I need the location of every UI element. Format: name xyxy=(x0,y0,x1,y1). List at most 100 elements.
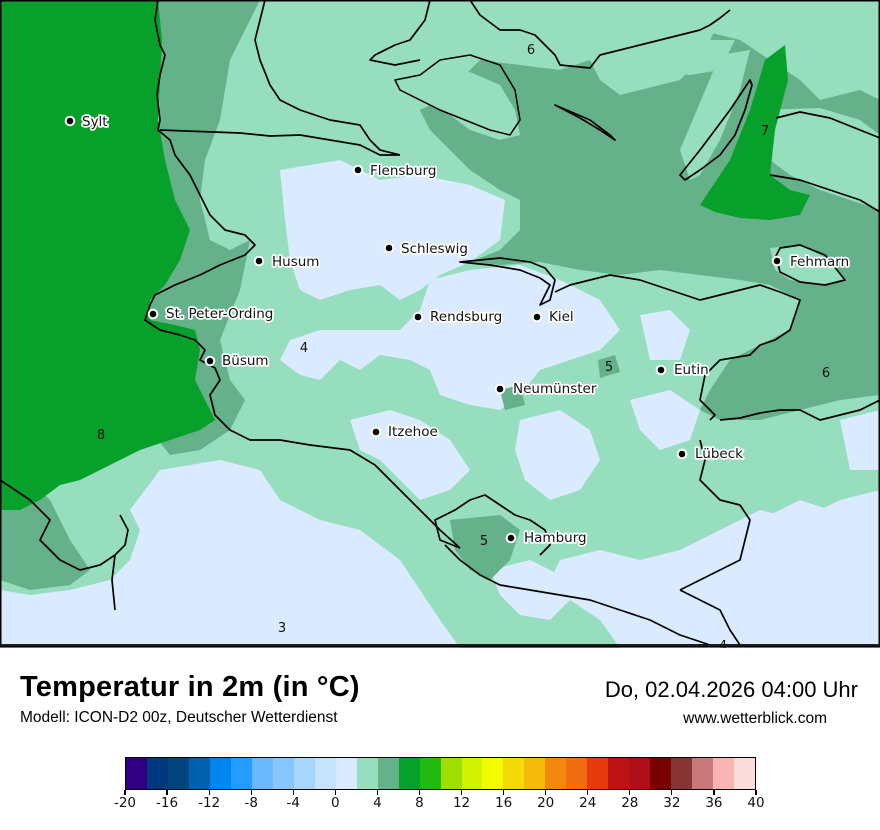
colorbar-tick-label: 36 xyxy=(705,795,723,811)
map-canvas: 6 7 4 5 6 8 5 3 4 Sylt Flensburg Schlesw… xyxy=(0,0,880,648)
colorbar-segment xyxy=(188,758,210,789)
colorbar-segment xyxy=(629,758,651,789)
city-label: Sylt xyxy=(82,114,108,130)
colorbar-tick xyxy=(376,790,378,795)
contour-label: 8 xyxy=(97,428,105,443)
contour-label: 5 xyxy=(480,534,488,549)
colorbar-segment xyxy=(314,758,336,789)
colorbar-segment xyxy=(167,758,189,789)
contour-label: 4 xyxy=(300,341,308,356)
colorbar-segment xyxy=(587,758,609,789)
city-label: Büsum xyxy=(222,353,269,369)
website-credit: www.wetterblick.com xyxy=(683,710,827,727)
contour-label: 6 xyxy=(822,366,830,381)
colorbar-segment xyxy=(671,758,693,789)
colorbar-ticks: -20 -16 -12 -8 -4 0 4 8 12 16 20 24 28 32 36 40 xyxy=(114,790,765,820)
city-husum[interactable]: Husum xyxy=(253,252,321,272)
colorbar-tick xyxy=(671,790,673,795)
colorbar-tick xyxy=(713,790,715,795)
temp-zone-8-10c xyxy=(0,0,810,510)
colorbar-segment xyxy=(524,758,546,789)
colorbar-tick xyxy=(418,790,421,795)
colorbar-segment xyxy=(335,758,357,789)
city-label: Lübeck xyxy=(695,446,743,462)
city-st-peter-ording[interactable]: St. Peter-Ording xyxy=(147,304,275,324)
city-flensburg[interactable]: Flensburg xyxy=(352,161,438,181)
colorbar-segment xyxy=(293,758,315,789)
temperature-map: 6 7 4 5 6 8 5 3 4 Sylt Flensburg Schlesw… xyxy=(0,0,880,648)
colorbar-tick-label: 8 xyxy=(415,795,424,811)
city-schleswig[interactable]: Schleswig xyxy=(383,239,470,259)
colorbar-tick xyxy=(166,790,168,795)
contour-label: 4 xyxy=(719,639,727,648)
colorbar-tick xyxy=(334,790,336,795)
city-buesum[interactable]: Büsum xyxy=(204,351,270,371)
colorbar-tick-label: 20 xyxy=(537,795,555,811)
city-label: St. Peter-Ording xyxy=(166,306,273,322)
city-label: Rendsburg xyxy=(430,309,502,325)
model-info: Modell: ICON-D2 00z, Deutscher Wetterdie… xyxy=(20,709,338,726)
map-frame xyxy=(0,0,880,648)
coastline xyxy=(0,0,880,646)
colorbar-segment xyxy=(482,758,504,789)
colorbar-tick xyxy=(755,790,757,795)
colorbar-tick xyxy=(545,790,547,795)
city-fehmarn[interactable]: Fehmarn xyxy=(771,252,851,272)
city-label: Schleswig xyxy=(401,241,468,257)
colorbar-segment xyxy=(377,758,399,789)
colorbar-tick-label: 0 xyxy=(331,795,340,811)
colorbar-segment xyxy=(272,758,294,789)
colorbar-tick xyxy=(124,790,126,795)
forecast-datetime: Do, 02.04.2026 04:00 Uhr xyxy=(604,677,858,702)
city-luebeck[interactable]: Lübeck xyxy=(676,444,745,464)
colorbar-tick xyxy=(250,790,252,795)
city-hamburg[interactable]: Hamburg xyxy=(505,528,588,548)
colorbar-segment xyxy=(126,758,147,789)
colorbar-tick xyxy=(292,790,294,795)
colorbar-segment xyxy=(713,758,735,789)
colorbar-segment xyxy=(251,758,273,789)
colorbar-segment xyxy=(461,758,483,789)
temp-zone-4-6c-islands xyxy=(400,0,880,285)
colorbar-tick-label: 4 xyxy=(373,795,382,811)
colorbar-segment xyxy=(566,758,588,789)
colorbar-segment xyxy=(356,758,378,789)
colorbar-tick-label: -16 xyxy=(156,795,179,811)
city-kiel[interactable]: Kiel xyxy=(531,307,575,327)
contour-label: 3 xyxy=(278,621,286,636)
city-label: Flensburg xyxy=(370,163,436,179)
colorbar-segment xyxy=(503,758,525,789)
temperature-colorbar xyxy=(125,757,756,790)
city-label: Eutin xyxy=(674,362,709,378)
city-rendsburg[interactable]: Rendsburg xyxy=(412,307,504,327)
colorbar-tick-label: 40 xyxy=(747,795,765,811)
city-itzehoe[interactable]: Itzehoe xyxy=(370,422,440,442)
colorbar-segment xyxy=(734,758,756,789)
city-label: Kiel xyxy=(549,309,574,325)
chart-title: Temperatur in 2m (in °C) xyxy=(20,671,360,703)
colorbar-segment xyxy=(650,758,672,789)
colorbar-segment xyxy=(230,758,252,789)
city-eutin[interactable]: Eutin xyxy=(655,360,710,380)
contour-labels: 6 7 4 5 6 8 5 3 4 xyxy=(97,43,830,648)
contour-label: 5 xyxy=(605,360,613,375)
colorbar-tick-label: 24 xyxy=(579,795,597,811)
city-label: Husum xyxy=(272,254,319,270)
colorbar-tick-label: 32 xyxy=(663,795,681,811)
city-sylt[interactable]: Sylt xyxy=(64,112,109,132)
colorbar-tick-label: 16 xyxy=(495,795,513,811)
colorbar-tick xyxy=(503,790,505,795)
contour-label: 7 xyxy=(761,124,769,139)
colorbar-segment xyxy=(398,758,420,789)
colorbar-tick xyxy=(208,790,210,795)
colorbar-tick-label: 28 xyxy=(621,795,639,811)
colorbar-tick xyxy=(587,790,589,795)
city-label: Itzehoe xyxy=(388,424,438,440)
colorbar-tick-label: -8 xyxy=(244,795,258,811)
city-markers: Sylt Flensburg Schleswig Husum Fehmarn S… xyxy=(64,112,851,548)
temp-zone-2-4c xyxy=(0,0,880,648)
city-neumuenster[interactable]: Neumünster xyxy=(494,379,599,399)
colorbar-tick-label: 12 xyxy=(452,795,471,811)
contour-label: 6 xyxy=(527,43,535,58)
colorbar-segment xyxy=(440,758,462,789)
